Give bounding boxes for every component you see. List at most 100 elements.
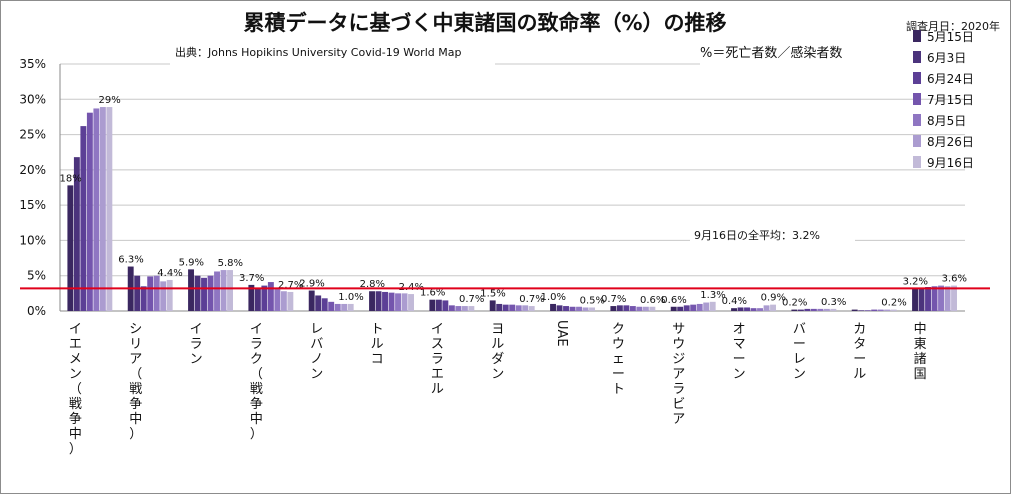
bar <box>817 308 824 311</box>
legend-swatch <box>913 30 921 42</box>
bar <box>328 301 335 311</box>
y-tick-label: 30% <box>19 92 46 106</box>
data-label: 6.3% <box>118 255 143 266</box>
y-tick-label: 20% <box>19 163 46 177</box>
bar <box>884 309 891 311</box>
bar <box>810 308 817 311</box>
bar <box>401 293 408 311</box>
data-label: 0.2% <box>782 298 807 309</box>
bar <box>763 305 770 311</box>
data-label: 0.2% <box>881 298 906 309</box>
bar <box>918 287 925 311</box>
legend-label: 7月15日 <box>927 93 974 107</box>
average-label: 9月16日の全平均：3.2% <box>694 228 820 242</box>
bar <box>703 302 710 311</box>
data-label: 5.9% <box>179 257 204 268</box>
bar <box>642 306 649 311</box>
bar <box>254 287 261 311</box>
category-label: バーレン <box>793 322 806 382</box>
bar <box>153 275 160 311</box>
legend-label: 5月15日 <box>927 30 974 44</box>
bar <box>944 286 951 311</box>
source-note: 出典：Johns Hopikins University Covid-19 Wo… <box>175 45 461 59</box>
bar <box>308 290 315 311</box>
bar <box>670 306 677 311</box>
x-axis: イエメン（戦争中） シリア（戦争中） イラン イラク（戦争中） レバノン トルコ イスラエル… <box>69 320 927 457</box>
bar <box>750 308 757 311</box>
bar <box>388 292 395 311</box>
bar <box>791 309 798 311</box>
bar <box>395 293 401 311</box>
data-label: 0.6% <box>661 295 686 306</box>
bar <box>341 303 348 311</box>
bar <box>770 304 776 311</box>
data-labels: 18% 29% 6.3% 4.4%5.9% 5.8% 3.7% 2.7%2.9% 1.0% 2.… <box>60 95 967 309</box>
data-label: 1.0% <box>338 292 363 303</box>
bar <box>261 285 268 311</box>
bar <box>851 309 858 311</box>
bar <box>429 299 436 311</box>
bar <box>67 185 74 311</box>
bar <box>757 308 763 311</box>
bar <box>550 303 556 311</box>
legend: 5月15日 6月3日 6月24日 7月15日 8月5日 8月26日 9月16日 <box>913 30 974 170</box>
data-label: 1.5% <box>480 288 505 299</box>
bar <box>80 126 87 311</box>
bar <box>382 291 388 311</box>
bar <box>408 294 414 311</box>
category-label: イエメン（戦争中） <box>69 322 82 457</box>
bar <box>912 288 918 311</box>
bar <box>140 286 147 311</box>
bar <box>931 286 938 311</box>
data-label: 1.0% <box>541 292 566 303</box>
legend-swatch <box>913 156 921 168</box>
bar <box>99 107 106 311</box>
bar <box>528 306 535 311</box>
data-label: 3.6% <box>942 274 967 285</box>
bar <box>134 275 141 311</box>
bar <box>804 308 811 311</box>
data-label: 2.8% <box>360 279 385 290</box>
category-label: イラン <box>190 322 203 367</box>
category-label: UAE <box>554 320 569 347</box>
data-label: 0.4% <box>722 296 747 307</box>
bar <box>194 275 201 311</box>
category-label: 中東諸国 <box>914 322 927 382</box>
bar <box>864 310 871 311</box>
category-label: サウジアラビア <box>672 322 685 427</box>
bar <box>797 309 804 311</box>
bar <box>496 303 503 311</box>
legend-label: 8月26日 <box>927 135 974 149</box>
category-label: レバノン <box>310 322 323 382</box>
bar <box>73 157 80 311</box>
bar <box>455 306 462 311</box>
formula-note: %＝死亡者数／感染者数 <box>700 45 842 61</box>
bar <box>636 306 643 311</box>
bar <box>86 112 93 312</box>
bar <box>347 303 354 311</box>
bar <box>951 285 957 311</box>
bar <box>201 277 207 311</box>
data-label: 18% <box>60 173 82 184</box>
bar <box>731 308 737 311</box>
bar <box>737 307 744 311</box>
bar <box>649 306 656 311</box>
bar <box>220 270 227 311</box>
bar <box>925 287 931 311</box>
legend-swatch <box>913 135 921 147</box>
bar <box>188 269 194 311</box>
legend-label: 6月3日 <box>927 51 966 65</box>
bar <box>709 301 716 311</box>
y-tick-label: 10% <box>19 233 46 247</box>
bar <box>502 304 509 311</box>
category-label: シリア（戦争中） <box>129 322 142 442</box>
data-label: 2.7% <box>278 280 303 291</box>
bar <box>677 306 684 311</box>
bar <box>616 305 623 311</box>
data-label: 5.8% <box>218 258 243 269</box>
legend-label: 8月5日 <box>927 114 966 128</box>
category-label: トルコ <box>371 322 384 367</box>
bar <box>375 291 382 311</box>
bar <box>871 309 878 311</box>
bar <box>576 306 582 311</box>
